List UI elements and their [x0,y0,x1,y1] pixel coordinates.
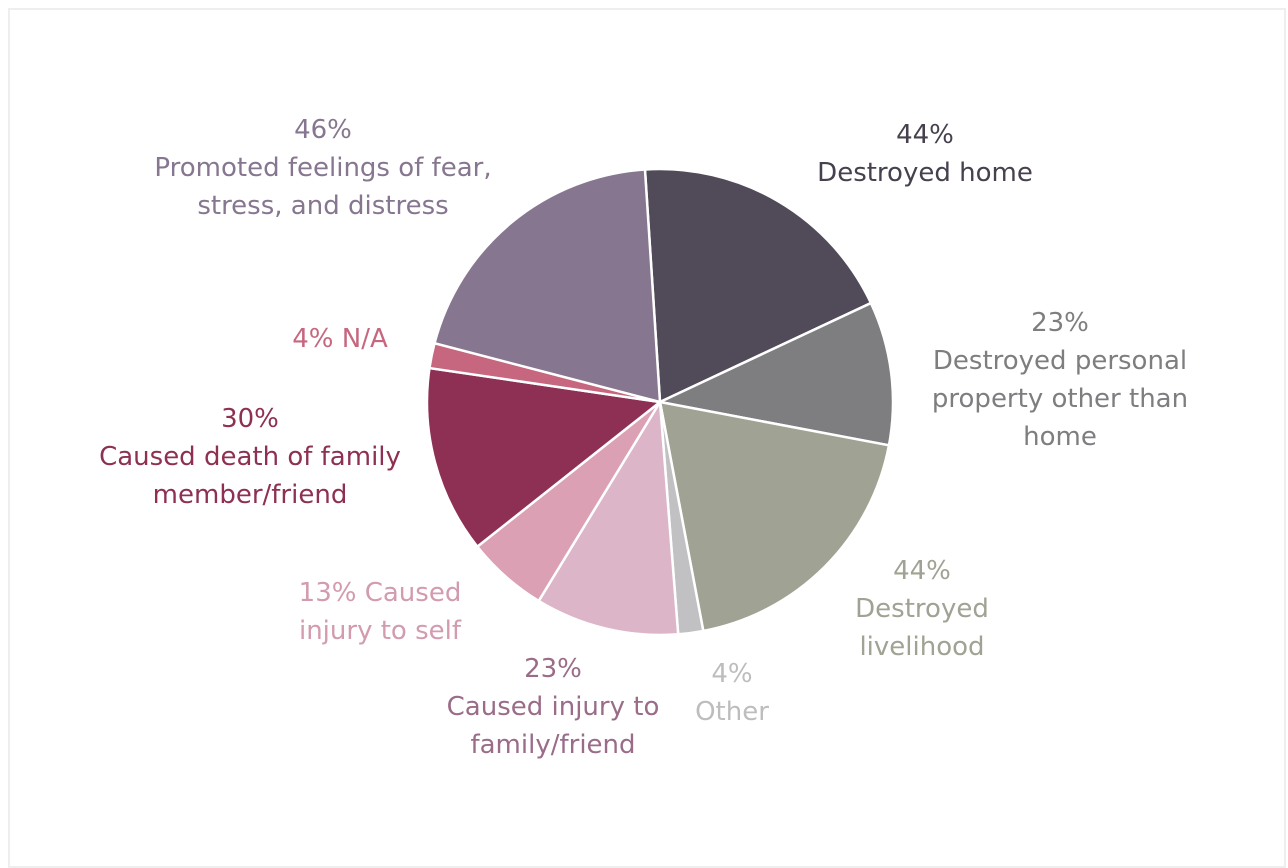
category-label: Caused injury to family/friend [446,692,660,760]
pie-slice [655,301,895,447]
category-label: Destroyed livelihood [855,594,989,662]
category-label: Caused injury to self [298,578,462,646]
pie-slice [425,366,664,549]
category-label: Destroyed home [817,158,1033,188]
slice-label: 4% Other [677,655,787,731]
value-label: 4% [292,324,334,354]
category-label: Caused death of family member/friend [99,442,401,510]
slice-label: 23% Caused injury to family/friend [423,650,683,764]
slice-label: 44% Destroyed livelihood [822,552,1022,666]
pie-slice [643,167,873,404]
slice-label: 4% N/A [260,320,420,358]
slice-label: 23% Destroyed personal property other tha… [900,304,1220,456]
value-label: 4% [711,659,753,689]
value-label: 13% [298,578,357,608]
pie-slice [658,400,891,633]
category-label: N/A [341,324,388,354]
slice-label: 30% Caused death of family member/friend [80,400,420,514]
value-label: 44% [893,556,951,586]
slice-label: 13% Caused injury to self [275,574,485,650]
value-label: 44% [896,120,954,150]
category-label: Other [695,697,769,727]
slice-label: 46% Promoted feelings of fear, stress, an… [113,111,533,225]
value-label: 23% [524,654,582,684]
category-label: Promoted feelings of fear, stress, and d… [154,153,492,221]
value-label: 23% [1031,308,1089,338]
category-label: Destroyed personal property other than h… [931,346,1189,452]
value-label: 46% [294,115,352,145]
pie-slice [433,168,662,404]
slice-label: 44% Destroyed home [775,116,1075,192]
pie-slice [537,398,680,637]
value-label: 30% [221,404,279,434]
